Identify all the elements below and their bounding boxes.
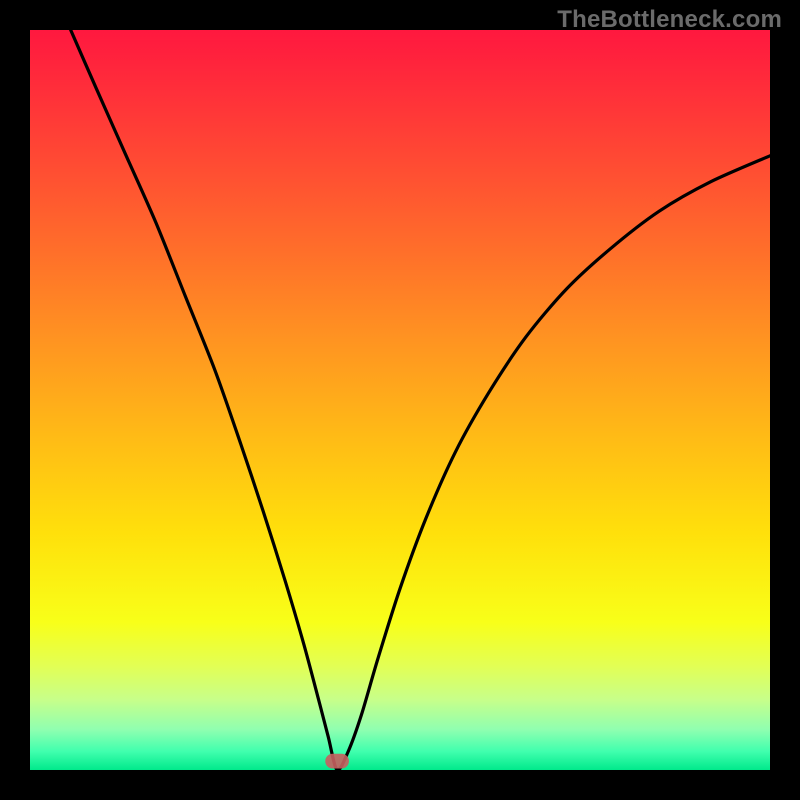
watermark-text: TheBottleneck.com — [557, 6, 782, 34]
plot-background — [30, 30, 770, 770]
min-marker — [325, 754, 349, 769]
plot-area — [30, 30, 770, 770]
chart-frame: TheBottleneck.com — [0, 0, 800, 800]
bottleneck-curve-chart — [30, 30, 770, 770]
